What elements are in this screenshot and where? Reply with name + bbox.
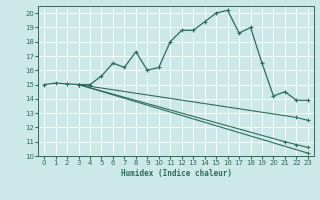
X-axis label: Humidex (Indice chaleur): Humidex (Indice chaleur) xyxy=(121,169,231,178)
